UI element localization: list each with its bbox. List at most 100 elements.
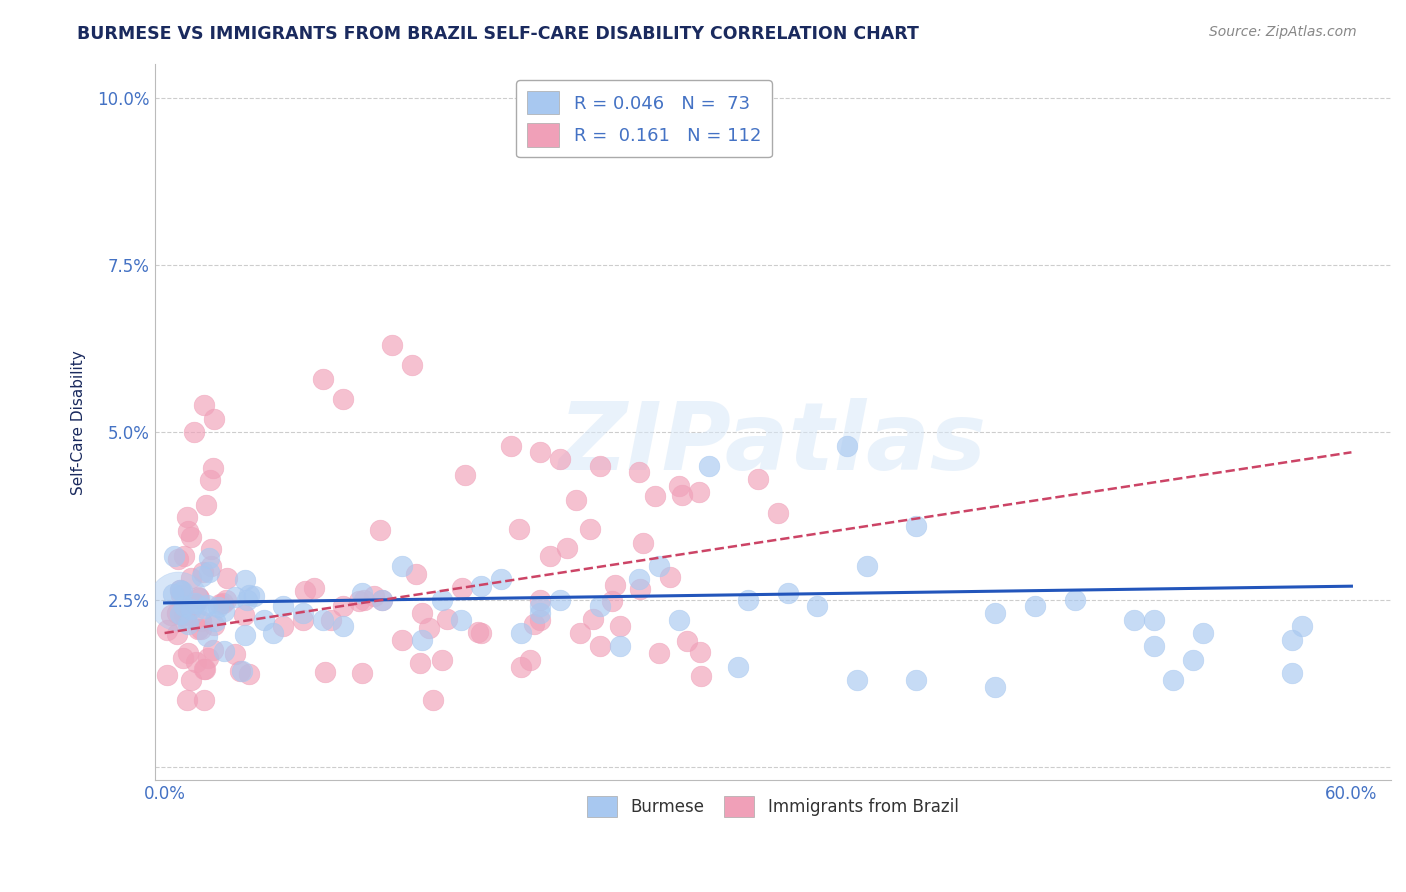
Point bbox=[509, 659, 531, 673]
Point bbox=[191, 565, 214, 579]
Point bbox=[231, 664, 253, 678]
Point bbox=[177, 524, 200, 538]
Point bbox=[689, 645, 711, 659]
Point bbox=[179, 601, 201, 615]
Point bbox=[212, 643, 235, 657]
Point bbox=[353, 593, 375, 607]
Point bbox=[155, 623, 177, 637]
Point bbox=[169, 583, 191, 598]
Point bbox=[565, 493, 588, 508]
Point bbox=[609, 619, 631, 633]
Point bbox=[548, 452, 571, 467]
Point bbox=[405, 566, 427, 581]
Point bbox=[644, 489, 666, 503]
Point bbox=[173, 549, 195, 564]
Point bbox=[193, 399, 215, 413]
Point bbox=[451, 582, 474, 596]
Point bbox=[162, 587, 184, 601]
Point bbox=[169, 582, 191, 597]
Point bbox=[202, 412, 225, 426]
Point bbox=[538, 549, 561, 564]
Point bbox=[430, 653, 453, 667]
Point bbox=[190, 614, 212, 628]
Point bbox=[1182, 653, 1205, 667]
Point bbox=[1122, 613, 1144, 627]
Point bbox=[193, 662, 215, 676]
Point bbox=[170, 588, 193, 602]
Point bbox=[509, 626, 531, 640]
Point bbox=[1291, 619, 1313, 633]
Point bbox=[271, 599, 294, 614]
Point bbox=[198, 551, 221, 566]
Point bbox=[201, 642, 224, 657]
Point bbox=[489, 573, 512, 587]
Point bbox=[312, 372, 335, 386]
Point bbox=[314, 665, 336, 680]
Point bbox=[224, 647, 246, 661]
Point bbox=[371, 592, 394, 607]
Point bbox=[984, 606, 1007, 620]
Point bbox=[319, 613, 342, 627]
Point bbox=[193, 693, 215, 707]
Point bbox=[204, 615, 226, 629]
Point bbox=[352, 586, 374, 600]
Point bbox=[555, 541, 578, 555]
Point bbox=[176, 693, 198, 707]
Point bbox=[177, 646, 200, 660]
Point bbox=[243, 590, 266, 604]
Point bbox=[727, 659, 749, 673]
Point bbox=[508, 522, 530, 536]
Point bbox=[252, 613, 274, 627]
Point bbox=[470, 579, 492, 593]
Point bbox=[233, 573, 256, 587]
Point bbox=[529, 606, 551, 620]
Point bbox=[332, 392, 354, 406]
Point bbox=[238, 588, 260, 602]
Point bbox=[548, 592, 571, 607]
Point bbox=[195, 629, 218, 643]
Point bbox=[200, 542, 222, 557]
Point bbox=[302, 581, 325, 595]
Point bbox=[529, 445, 551, 459]
Point bbox=[430, 592, 453, 607]
Point bbox=[648, 559, 671, 574]
Point bbox=[422, 693, 444, 707]
Point bbox=[271, 619, 294, 633]
Point bbox=[229, 664, 252, 678]
Point bbox=[262, 626, 284, 640]
Point bbox=[856, 559, 879, 574]
Point bbox=[347, 594, 370, 608]
Point bbox=[409, 656, 432, 670]
Point bbox=[180, 530, 202, 544]
Point bbox=[523, 616, 546, 631]
Point bbox=[747, 472, 769, 486]
Text: Source: ZipAtlas.com: Source: ZipAtlas.com bbox=[1209, 25, 1357, 39]
Point bbox=[519, 653, 541, 667]
Point bbox=[589, 458, 612, 473]
Point bbox=[236, 593, 259, 607]
Point bbox=[766, 506, 789, 520]
Point bbox=[166, 552, 188, 566]
Legend: Burmese, Immigrants from Brazil: Burmese, Immigrants from Brazil bbox=[579, 788, 967, 826]
Point bbox=[173, 608, 195, 623]
Point bbox=[212, 596, 235, 610]
Point bbox=[294, 584, 316, 599]
Point bbox=[207, 600, 229, 615]
Point bbox=[499, 439, 522, 453]
Point bbox=[212, 604, 235, 618]
Point bbox=[201, 460, 224, 475]
Point bbox=[845, 673, 868, 687]
Point bbox=[186, 655, 208, 669]
Point bbox=[411, 632, 433, 647]
Point bbox=[162, 549, 184, 563]
Point bbox=[155, 668, 177, 682]
Text: ZIPatlas: ZIPatlas bbox=[558, 398, 987, 490]
Point bbox=[332, 619, 354, 633]
Point bbox=[224, 590, 246, 604]
Point bbox=[172, 651, 194, 665]
Point bbox=[191, 568, 214, 582]
Point bbox=[688, 485, 710, 500]
Point bbox=[180, 673, 202, 687]
Text: BURMESE VS IMMIGRANTS FROM BRAZIL SELF-CARE DISABILITY CORRELATION CHART: BURMESE VS IMMIGRANTS FROM BRAZIL SELF-C… bbox=[77, 25, 920, 43]
Point bbox=[180, 571, 202, 585]
